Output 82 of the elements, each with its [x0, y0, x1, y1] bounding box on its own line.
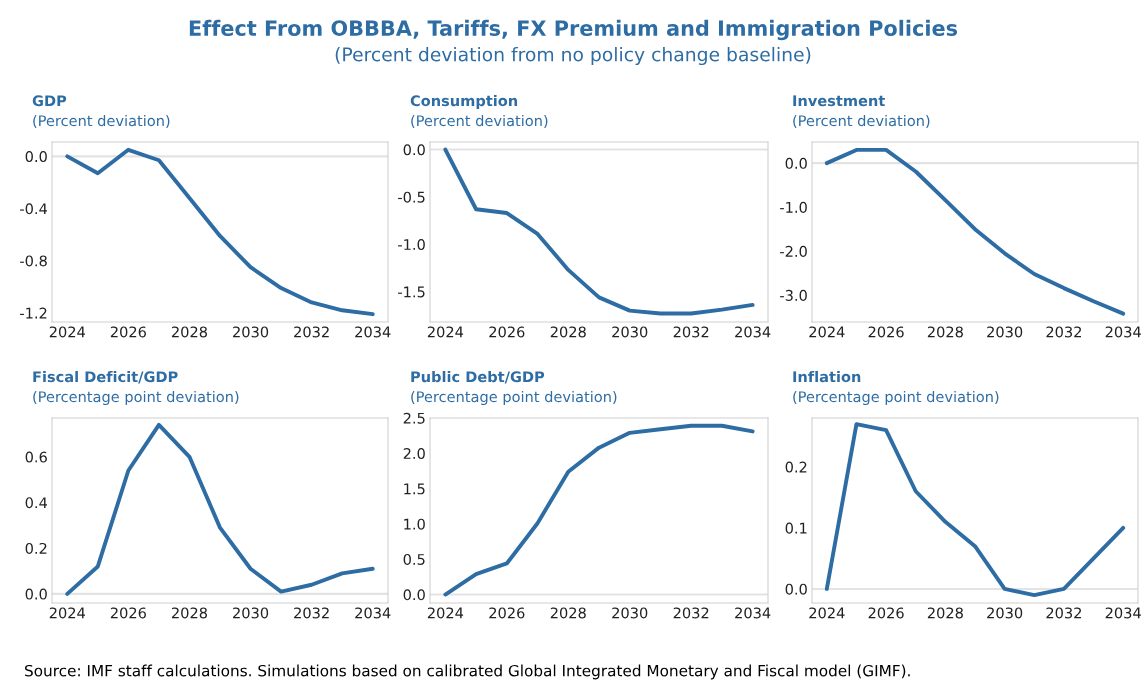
x-tick-label: 2030: [612, 326, 648, 338]
line-series: [824, 147, 1126, 316]
line-series: [443, 423, 755, 597]
y-tick-label: 0.0: [25, 588, 47, 600]
x-tick-label: 2024: [49, 326, 86, 338]
x-tick-label: 2034: [355, 326, 391, 338]
y-tick-label: -1.0: [398, 239, 425, 251]
x-tick-label: 2024: [427, 607, 464, 619]
y-tick-label: 0.5: [403, 553, 425, 565]
x-tick-label: 2030: [233, 607, 269, 619]
x-tick-label: 2024: [809, 326, 845, 338]
x-tick-label: 2028: [550, 326, 586, 338]
y-tick-label: 0.0: [785, 157, 807, 169]
x-tick-label: 2034: [735, 607, 771, 619]
y-tick-label: 1.5: [404, 483, 425, 495]
x-tick-label: 2032: [673, 607, 709, 619]
x-tick-label: 2028: [171, 326, 208, 338]
x-tick-label: 2024: [49, 607, 86, 619]
chart-subtitle: (Percent deviation): [411, 114, 548, 128]
x-tick-label: 2026: [110, 607, 146, 619]
chart-title: Inflation: [793, 370, 861, 383]
chart-title: GDP: [32, 95, 67, 107]
x-tick-label: 2030: [233, 326, 269, 338]
chart-subtitle: (Percent deviation): [793, 114, 930, 128]
text: Effect From OBBBA, Tariffs, FX Premium and Immigration Policies: [189, 19, 958, 41]
x-tick-label: 2026: [868, 607, 904, 619]
x-tick-label: 2024: [427, 326, 464, 338]
chart-title: Fiscal Deficit/GDP: [33, 370, 178, 384]
chart-subtitle: (Percentage point deviation): [793, 390, 999, 406]
x-tick-label: 2030: [612, 607, 648, 619]
x-tick-label: 2030: [987, 326, 1023, 338]
y-tick-label: 0.0: [25, 151, 47, 163]
y-tick-label: -0.8: [20, 255, 47, 267]
y-tick-label: -0.4: [20, 203, 48, 215]
x-tick-label: 2032: [673, 326, 709, 338]
y-tick-label: 0.0: [785, 583, 807, 595]
x-tick-label: 2032: [1046, 326, 1081, 338]
y-tick-label: 2.0: [403, 448, 425, 460]
y-tick-label: 0.2: [785, 461, 807, 473]
x-tick-label: 2028: [171, 607, 208, 619]
line-series: [65, 147, 375, 317]
y-tick-label: 0.0: [403, 144, 425, 156]
chart-title: Investment: [793, 95, 885, 107]
chart-title: Consumption: [410, 94, 518, 110]
x-tick-label: 2032: [294, 326, 329, 338]
y-tick-label: 0.4: [25, 497, 48, 509]
y-tick-label: 0.1: [785, 522, 807, 534]
y-tick-label: 0.2: [25, 542, 47, 554]
y-tick-label: -3.0: [780, 289, 807, 301]
x-tick-label: 2032: [1046, 607, 1081, 619]
y-tick-label: 0.0: [403, 589, 425, 601]
x-tick-label: 2028: [927, 326, 963, 338]
y-tick-label: 1.0: [404, 518, 425, 530]
x-tick-label: 2028: [927, 607, 963, 619]
x-tick-label: 2028: [550, 607, 586, 619]
line-series: [65, 422, 375, 596]
x-tick-label: 2024: [809, 607, 845, 619]
x-tick-label: 2034: [355, 607, 391, 619]
y-tick-label: -1.5: [398, 286, 425, 298]
chart-title: Public Debt/GDP: [411, 370, 545, 384]
x-tick-label: 2030: [987, 607, 1023, 619]
y-tick-label: -2.0: [780, 245, 807, 257]
line-series: [824, 422, 1126, 598]
x-tick-label: 2026: [489, 607, 525, 619]
y-tick-label: -1.0: [780, 201, 807, 213]
x-tick-label: 2034: [735, 326, 771, 338]
chart-subtitle: (Percentage point deviation): [33, 390, 239, 406]
chart-subtitle: (Percent deviation): [33, 114, 170, 128]
x-tick-label: 2034: [1105, 326, 1141, 338]
x-tick-label: 2026: [868, 326, 904, 338]
text: (Percent deviation from no policy change baseline): [335, 46, 811, 66]
x-tick-label: 2026: [489, 326, 525, 338]
x-tick-label: 2026: [110, 326, 146, 338]
y-tick-label: -0.5: [398, 191, 425, 203]
y-tick-label: -1.2: [20, 307, 47, 319]
x-tick-label: 2032: [294, 607, 329, 619]
x-tick-label: 2034: [1105, 607, 1141, 619]
chart-subtitle: (Percentage point deviation): [411, 390, 617, 406]
y-tick-label: 0.6: [25, 451, 47, 463]
source-note: Source: IMF staff calculations. Simulations based on calibrated Global Integrated Monetary and Fiscal model (GIMF).: [25, 664, 910, 680]
line-series: [443, 147, 755, 316]
y-tick-label: 2.5: [403, 412, 425, 424]
